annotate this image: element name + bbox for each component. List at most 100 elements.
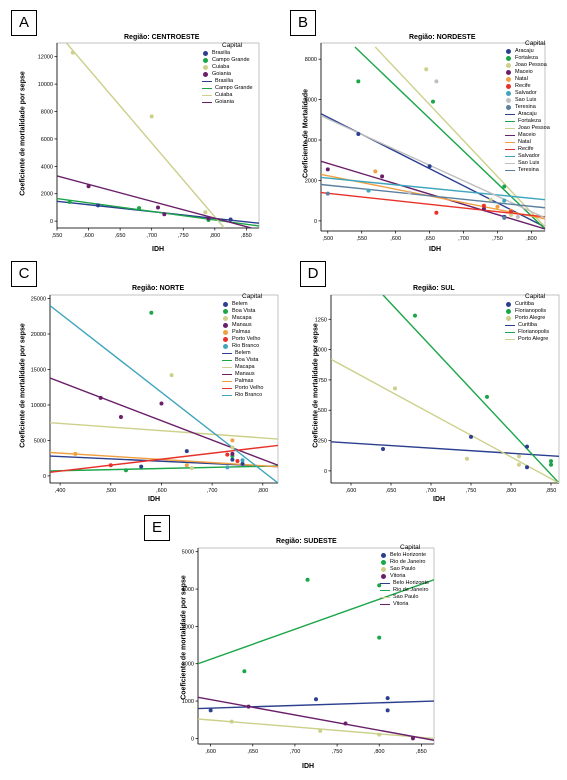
legend-marker — [223, 330, 228, 335]
legend-marker — [223, 302, 228, 307]
legend-item-point: Campo Grande — [202, 57, 253, 64]
legend-item-point: Joao Pessoa — [505, 62, 550, 69]
legend-marker — [223, 309, 228, 314]
y-tick-label: 4000 — [182, 587, 194, 593]
legend-item-line: Teresina — [505, 167, 550, 174]
panel-b-nordeste: B Região: NORDESTE Coeficiente de Mortal… — [283, 0, 567, 258]
legend-label: Joao Pessoa — [518, 125, 550, 131]
x-tick-label: ,800 — [506, 488, 517, 494]
legend-marker — [223, 337, 228, 342]
data-point-sao-paulo — [318, 728, 323, 733]
legend-label: Goiania — [215, 99, 234, 105]
legend-line-marker — [222, 353, 232, 354]
legend-item-point: Maceio — [505, 69, 550, 76]
data-point-brasilia — [228, 217, 233, 222]
legend-item-line: Maceio — [505, 132, 550, 139]
fit-line-boa-vista — [50, 465, 278, 472]
legend-item-line: Curitiba — [505, 322, 549, 329]
legend-marker — [223, 316, 228, 321]
panel-a-centroeste: A Região: CENTROESTE Coeficiente de mort… — [0, 0, 283, 258]
legend-item-point: Natal — [505, 76, 550, 83]
data-point-joao-pessoa — [509, 212, 514, 217]
legend-item-point: Sao Paulo — [380, 566, 429, 573]
panel-label-b: B — [290, 10, 316, 36]
fit-line-rio-branco — [50, 305, 278, 483]
legend-item-point: Florianopolis — [505, 308, 549, 315]
legend-label: Belem — [232, 301, 248, 307]
x-tick-label: ,550 — [52, 233, 63, 239]
legend-label: Aracaju — [515, 48, 534, 54]
legend-marker — [506, 49, 511, 54]
legend: Capital Aracaju Fortaleza Joao Pessoa Maceio… — [505, 40, 550, 174]
legend-item-point: Sao Luis — [505, 97, 550, 104]
data-point-curitiba — [525, 465, 529, 470]
x-axis-label: IDH — [302, 763, 315, 770]
data-point-cuiaba — [203, 210, 208, 215]
fit-line-cuiaba — [65, 43, 225, 228]
data-point-goiania — [206, 216, 211, 221]
data-point-salvador — [366, 188, 371, 193]
y-tick-label: 6000 — [305, 98, 317, 104]
data-point-sao-paulo — [377, 732, 382, 737]
data-point-fortaleza — [431, 99, 435, 104]
legend-line-marker — [222, 381, 232, 382]
y-tick-label: 15000 — [31, 367, 46, 373]
legend-item-point: Vitoria — [380, 573, 429, 580]
panel-c-norte: C Região: NORTE Coeficiente de mortalida… — [0, 258, 283, 510]
x-tick-label: ,700 — [458, 236, 469, 242]
legend-line-marker — [505, 142, 515, 143]
fit-line-maceio — [321, 160, 545, 230]
plot-area: ,600 ,650 ,700 ,750 ,800 ,850 0 250 500 750 1000 12… — [315, 294, 560, 494]
data-point-sao-luis — [407, 190, 412, 195]
x-tick-label: ,700 — [146, 233, 157, 239]
x-tick-label: ,600 — [390, 236, 401, 242]
data-point-recife — [481, 203, 486, 208]
legend-label: Belem — [235, 350, 251, 356]
y-tick-label: 25000 — [31, 297, 46, 303]
legend-label: Teresina — [515, 104, 536, 110]
x-axis-label: IDH — [152, 246, 165, 253]
legend-marker — [223, 323, 228, 328]
x-tick-label: ,750 — [332, 749, 343, 755]
legend-label: Joao Pessoa — [515, 62, 547, 68]
legend-item-line: Belem — [222, 350, 263, 357]
fit-line-recife — [321, 191, 545, 218]
fit-line-vitoria — [198, 696, 434, 741]
y-tick-label: 2000 — [182, 662, 194, 668]
data-point-belem — [230, 457, 235, 462]
panel-label-a: A — [11, 10, 37, 36]
x-tick-label: ,850 — [546, 488, 557, 494]
legend-label: Porto Alegre — [515, 315, 546, 321]
data-point-belo-horizonte — [314, 697, 318, 702]
x-tick-label: ,600 — [83, 233, 94, 239]
fit-line-palmas — [50, 451, 278, 468]
data-point-rio-branco — [240, 458, 245, 463]
legend-item-line: Sao Luis — [505, 160, 550, 167]
legend-label: Rio Branco — [235, 392, 263, 398]
data-point-cuiaba — [149, 114, 154, 119]
legend-item-line: Florianopolis — [505, 329, 549, 336]
legend-item-point: Palmas — [222, 329, 263, 336]
legend-item-line: Boa Vista — [222, 357, 263, 364]
fit-line-belo-horizonte — [198, 700, 434, 710]
x-axis-label: IDH — [148, 496, 161, 503]
legend-line-marker — [202, 102, 212, 103]
x-tick-label: ,600 — [346, 488, 357, 494]
data-point-fortaleza — [502, 184, 507, 189]
legend-item-line: Rio de Janeiro — [380, 587, 429, 594]
legend-label: Brasilia — [215, 78, 234, 84]
legend-line-marker — [505, 149, 515, 150]
panel-label-e: E — [144, 515, 170, 541]
data-point-cuiaba — [70, 50, 75, 55]
data-point-goiania — [86, 184, 91, 189]
data-point-belem — [139, 464, 144, 469]
legend-item-point: Boa Vista — [222, 308, 263, 315]
data-point-florianopolis — [413, 313, 417, 318]
data-point-porto-alegre — [517, 462, 521, 467]
legend-item-line: Vitoria — [380, 601, 429, 608]
legend-item-point: Goiania — [202, 71, 253, 78]
data-point-porto-alegre — [393, 386, 397, 391]
legend-marker — [381, 567, 386, 572]
legend-label: Sao Luis — [515, 97, 537, 103]
panel-e-sudeste: E Região: SUDESTE Coeficiente de mortali… — [134, 510, 438, 778]
